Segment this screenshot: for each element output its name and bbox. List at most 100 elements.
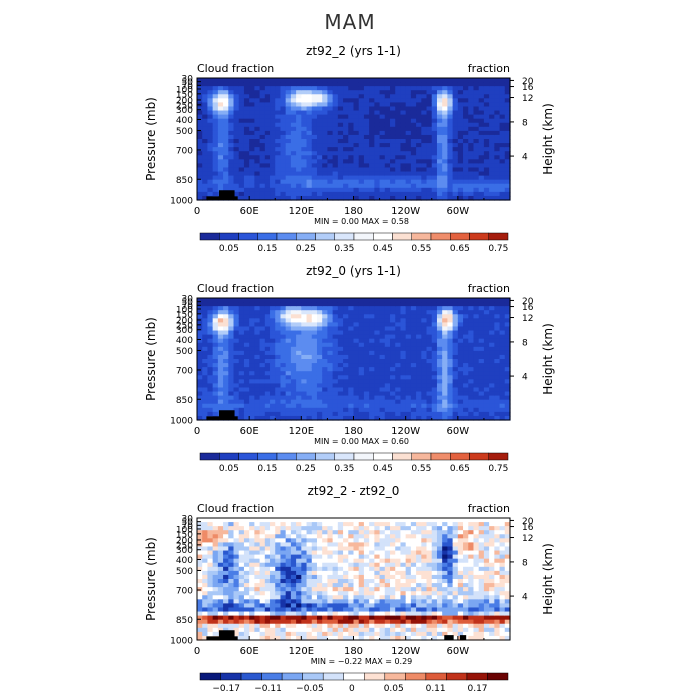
heatmap-cell xyxy=(270,90,276,95)
heatmap-cell xyxy=(431,171,438,177)
heatmap-cell xyxy=(348,619,355,625)
y-tick-label: 50 xyxy=(182,78,194,88)
heatmap-cell xyxy=(290,579,297,584)
heatmap-cell xyxy=(259,546,266,552)
heatmap-cell xyxy=(301,147,308,152)
heatmap-cell xyxy=(343,187,349,193)
heatmap-cell xyxy=(202,147,209,152)
heatmap-cell xyxy=(254,387,261,393)
heatmap-cell xyxy=(426,102,433,108)
heatmap-cell xyxy=(316,155,323,160)
heatmap-cell xyxy=(395,599,402,604)
heatmap-cell xyxy=(322,354,329,360)
heatmap-cell xyxy=(228,603,235,609)
heatmap-cell xyxy=(306,171,313,177)
heatmap-cell xyxy=(405,387,412,393)
heatmap-cell xyxy=(212,566,219,572)
heatmap-cell xyxy=(483,171,490,177)
heatmap-cell xyxy=(233,391,240,397)
heatmap-cell xyxy=(212,550,219,556)
heatmap-cell xyxy=(363,143,370,148)
heatmap-cell xyxy=(217,611,224,617)
heatmap-cell xyxy=(395,155,402,160)
heatmap-cell xyxy=(395,183,402,189)
heatmap-cell xyxy=(374,143,381,148)
heatmap-cell xyxy=(202,550,209,556)
heatmap-cell xyxy=(223,350,229,356)
heatmap-cell xyxy=(270,334,276,340)
heatmap-cell xyxy=(280,342,287,348)
heatmap-cell xyxy=(463,302,469,307)
heatmap-cell xyxy=(436,371,443,376)
heatmap-cell xyxy=(296,538,302,543)
heatmap-cell xyxy=(311,615,318,621)
heatmap-cell xyxy=(316,562,323,568)
heatmap-cell xyxy=(301,623,308,629)
heatmap-cell xyxy=(207,379,214,384)
heatmap-cell xyxy=(390,359,396,364)
heatmap-cell xyxy=(379,530,386,535)
heatmap-cell xyxy=(384,167,391,173)
heatmap-cell xyxy=(285,546,292,552)
heatmap-cell xyxy=(442,134,448,140)
heatmap-cell xyxy=(447,411,454,417)
heatmap-cell xyxy=(489,130,495,136)
heatmap-cell xyxy=(343,298,349,303)
heatmap-cell xyxy=(290,411,297,417)
heatmap-cell xyxy=(353,94,360,99)
heatmap-cell xyxy=(322,183,329,189)
heatmap-cell xyxy=(358,334,365,340)
heatmap-cell xyxy=(207,375,214,380)
heatmap-cell xyxy=(348,183,355,189)
heatmap-cell xyxy=(249,98,255,103)
heatmap-cell xyxy=(212,86,219,91)
heatmap-cell xyxy=(337,187,344,193)
heatmap-cell xyxy=(374,603,381,609)
heatmap-cell xyxy=(249,90,255,95)
heatmap-cell xyxy=(259,407,266,413)
heatmap-cell xyxy=(301,151,308,156)
heatmap-cell xyxy=(452,171,459,177)
heatmap-cell xyxy=(410,367,417,372)
heatmap-cell xyxy=(348,387,355,393)
heatmap-cell xyxy=(363,175,370,181)
heatmap-cell xyxy=(275,98,282,103)
heatmap-cell xyxy=(468,403,475,409)
heatmap-cell xyxy=(280,302,287,307)
heatmap-cell xyxy=(343,318,349,323)
heatmap-cell xyxy=(421,134,428,140)
heatmap-cell xyxy=(395,407,402,413)
heatmap-cell xyxy=(316,367,323,372)
heatmap-cell xyxy=(202,411,209,417)
heatmap-cell xyxy=(395,102,402,108)
heatmap-cell xyxy=(280,318,287,323)
heatmap-cell xyxy=(489,94,495,99)
heatmap-cell xyxy=(322,530,329,535)
heatmap-cell xyxy=(348,310,355,315)
heatmap-cell xyxy=(280,619,287,625)
heatmap-cell xyxy=(337,518,344,523)
heatmap-cell xyxy=(416,314,422,319)
heatmap-cell xyxy=(311,558,318,564)
heatmap-cell xyxy=(395,126,402,132)
heatmap-cell xyxy=(223,558,229,564)
heatmap-cell xyxy=(322,542,329,548)
heatmap-cell xyxy=(348,130,355,136)
heatmap-cell xyxy=(483,94,490,99)
heatmap-cell xyxy=(228,310,235,315)
heatmap-cell xyxy=(452,179,459,185)
heatmap-cell xyxy=(332,607,339,613)
heatmap-cell xyxy=(228,143,235,148)
heatmap-cell xyxy=(275,562,282,568)
heatmap-cell xyxy=(363,570,370,576)
heatmap-cell xyxy=(390,310,396,315)
heatmap-cell xyxy=(280,367,287,372)
heatmap-cell xyxy=(285,579,292,584)
heatmap-cell xyxy=(275,106,282,112)
right-tick-label: 20 xyxy=(522,297,534,307)
heatmap-cell xyxy=(358,546,365,552)
heatmap-cell xyxy=(431,134,438,140)
x-tick-label: 120E xyxy=(289,206,314,217)
heatmap-cell xyxy=(337,342,344,348)
